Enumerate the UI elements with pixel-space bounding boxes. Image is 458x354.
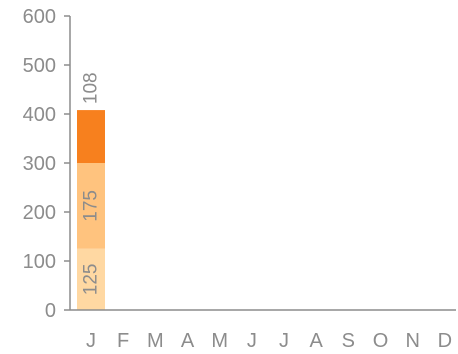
x-tick-label: A [309,330,323,352]
x-tick-label: M [147,330,164,352]
x-tick-label: S [342,330,355,352]
data-label: 125 [81,264,102,296]
x-tick-label: A [181,330,195,352]
bars-layer [77,110,105,310]
x-tick-label: F [117,330,129,352]
y-tick-label: 400 [23,104,56,126]
y-ticks-layer: 0 100 200 300 400 500 600 [23,6,70,322]
bar-segment [77,110,105,163]
x-tick-label: M [211,330,228,352]
data-labels-layer: 125 175 108 [81,72,102,295]
data-label: 108 [81,72,102,104]
x-tick-label: O [373,330,389,352]
y-tick-label: 600 [23,6,56,28]
x-tick-label: N [405,330,419,352]
x-tick-label: J [247,330,257,352]
y-tick-label: 300 [23,153,56,175]
x-tick-label: D [438,330,452,352]
y-tick-label: 500 [23,55,56,77]
data-label: 175 [81,190,102,222]
y-tick-label: 0 [45,300,56,322]
y-tick-label: 200 [23,202,56,224]
x-tick-label: J [279,330,289,352]
y-tick-label: 100 [23,251,56,273]
x-tick-label: J [86,330,96,352]
axes-layer [69,16,456,311]
bar-segment [77,163,105,249]
bar-segment [77,248,105,310]
